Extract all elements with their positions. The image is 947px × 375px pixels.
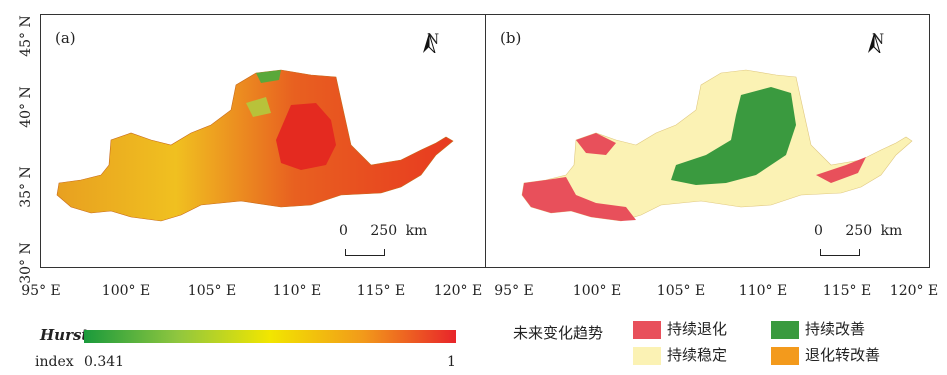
scale-line (820, 249, 860, 256)
trend-map (521, 69, 913, 222)
scale-unit: km (405, 223, 428, 239)
y-tick: 35° N (17, 166, 34, 208)
yellow-river-basin-region (56, 69, 454, 222)
north-arrow: N (421, 33, 445, 53)
north-arrow-icon (868, 33, 881, 53)
color-ramp (84, 330, 456, 343)
x-tick: 115° E (822, 283, 872, 299)
swatch-reversal (771, 346, 799, 365)
scale-line (345, 249, 385, 256)
y-tick: 45° N (17, 15, 34, 57)
swatch-stable (633, 346, 661, 365)
x-tick: 120° E (433, 283, 483, 299)
x-tick: 100° E (572, 283, 622, 299)
legend-label: 持续稳定 (667, 346, 728, 364)
map-panel-b: (b) N 0 250 km (485, 14, 930, 268)
x-tick: 105° E (187, 283, 237, 299)
x-tick: 110° E (738, 283, 788, 299)
legend-min: 0.341 (84, 354, 125, 370)
x-tick: 120° E (889, 283, 939, 299)
legend-item: 持续退化 (633, 318, 727, 339)
legend-label: 持续改善 (805, 320, 866, 338)
y-tick: 30° N (17, 242, 34, 284)
north-arrow: N (866, 33, 890, 53)
scale-value: 250 (370, 223, 398, 239)
x-tick: 95° E (21, 283, 61, 299)
y-tick: 40° N (17, 86, 34, 128)
scale-bar: 0 250 km (339, 223, 428, 256)
legend-item: 持续稳定 (633, 344, 727, 365)
green-patch (256, 70, 281, 83)
panel-label: (b) (500, 29, 522, 47)
x-tick: 110° E (272, 283, 322, 299)
degradation-zone (576, 133, 616, 155)
x-tick: 115° E (356, 283, 406, 299)
legend-title: Hurst (40, 326, 89, 344)
swatch-improvement (771, 320, 799, 339)
scale-value: 250 (845, 223, 873, 239)
legend-label: 退化转改善 (805, 346, 881, 364)
degradation-zone (816, 157, 866, 183)
panel-label: (a) (55, 29, 76, 47)
legend-item: 退化转改善 (771, 344, 880, 365)
scale-bar: 0 250 km (814, 223, 903, 256)
green-patch (246, 97, 271, 117)
degradation-zone (522, 177, 636, 221)
high-hurst-core (276, 103, 336, 170)
legend-item: 持续改善 (771, 318, 865, 339)
x-tick: 95° E (494, 283, 534, 299)
hurst-map (56, 69, 454, 222)
scale-unit: km (880, 223, 903, 239)
map-panel-a: (a) N 0 250 km (40, 14, 486, 268)
improvement-zone (671, 87, 796, 185)
swatch-degradation (633, 320, 661, 339)
legend-label: 持续退化 (667, 320, 728, 338)
yellow-river-basin-region (521, 69, 913, 222)
legend-max: 1 (447, 354, 456, 370)
legend-title: 未来变化趋势 (513, 324, 604, 342)
scale-zero: 0 (339, 223, 348, 239)
x-tick: 100° E (101, 283, 151, 299)
north-arrow-icon (423, 33, 436, 53)
x-tick: 105° E (656, 283, 706, 299)
scale-zero: 0 (814, 223, 823, 239)
legend-index-label: index (35, 354, 74, 370)
